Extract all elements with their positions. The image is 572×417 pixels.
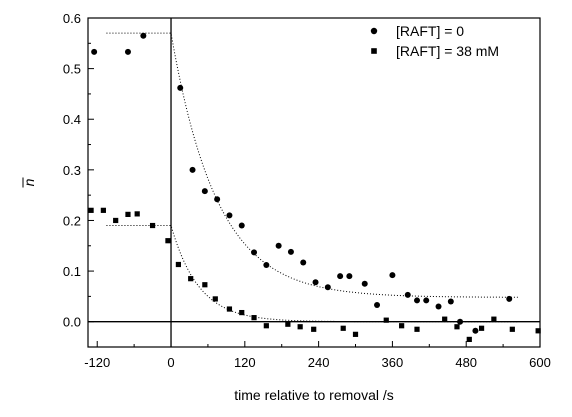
data-point-square — [100, 207, 106, 213]
y-tick-label: 0.3 — [63, 163, 81, 178]
data-point-circle — [124, 48, 131, 55]
y-tick-label: 0.0 — [63, 315, 81, 330]
data-point-square — [340, 325, 346, 331]
data-point-circle — [361, 280, 368, 287]
data-point-square — [202, 282, 208, 288]
data-point-circle — [447, 298, 454, 305]
data-point-circle — [423, 297, 430, 304]
data-point-circle — [346, 273, 353, 280]
y-tick-label: 0.1 — [63, 264, 81, 279]
data-point-circle — [263, 262, 270, 269]
data-point-circle — [251, 249, 258, 256]
data-point-circle — [506, 295, 513, 302]
data-point-square — [251, 315, 257, 321]
data-point-circle — [91, 48, 98, 55]
data-point-square — [478, 325, 485, 331]
data-point-circle — [414, 297, 421, 304]
y-tick-label: 0.5 — [63, 62, 81, 77]
data-point-square — [149, 222, 156, 229]
data-point-circle — [140, 32, 147, 39]
y-tick-label: 0.4 — [63, 112, 81, 127]
data-point-square — [509, 326, 515, 332]
data-point-square — [113, 217, 119, 224]
data-point-square — [226, 306, 233, 312]
data-point-circle — [472, 327, 479, 334]
data-point-square — [285, 321, 291, 327]
data-point-circle — [226, 212, 233, 219]
legend-marker-square — [371, 48, 377, 54]
data-point-circle — [201, 188, 208, 195]
data-point-square — [399, 323, 405, 329]
data-point-square — [414, 326, 420, 332]
series-1 — [91, 32, 513, 334]
data-point-circle — [300, 259, 307, 266]
data-point-circle — [214, 196, 221, 203]
data-point-square — [239, 309, 245, 316]
y-tick-label: 0.2 — [63, 213, 81, 228]
x-tick-label: 240 — [308, 355, 330, 370]
data-point-circle — [312, 279, 319, 286]
data-point-circle — [238, 222, 245, 229]
data-point-square — [297, 324, 303, 330]
data-point-circle — [389, 272, 396, 279]
data-point-square — [88, 207, 94, 213]
y-tick-label: 0.6 — [63, 11, 81, 26]
data-point-circle — [337, 273, 344, 280]
data-point-square — [263, 323, 269, 329]
data-point-circle — [435, 303, 442, 310]
data-point-circle — [374, 301, 381, 308]
data-point-circle — [324, 284, 331, 291]
data-point-square — [175, 261, 181, 268]
fit-curve-1 — [106, 32, 518, 298]
legend-label: [RAFT] = 38 mM — [396, 43, 499, 59]
data-point-square — [442, 316, 448, 322]
data-point-square — [165, 238, 171, 244]
data-point-square — [491, 316, 497, 322]
x-tick-label: 120 — [234, 355, 256, 370]
legend-marker-circle — [370, 27, 378, 35]
data-point-square — [212, 296, 218, 302]
data-point-circle — [287, 248, 294, 255]
data-point-square — [454, 324, 460, 330]
data-point-square — [311, 326, 317, 332]
x-tick-label: -120 — [84, 355, 110, 370]
data-point-square — [134, 211, 140, 217]
x-tick-label: 480 — [455, 355, 477, 370]
axes: -120 0 120 240 360 480 600 0.0 0.1 0.2 0.3 0.4 0.5 0.… — [21, 11, 551, 403]
x-tick-label: 0 — [167, 355, 174, 370]
data-point-square — [125, 211, 131, 217]
plot-frame — [87, 17, 541, 348]
data-point-circle — [275, 242, 282, 249]
series-2 — [88, 207, 541, 343]
x-axis-title: time relative to removal /s — [234, 387, 394, 403]
data-point-square — [383, 317, 389, 323]
x-tick-label: 360 — [382, 355, 404, 370]
data-point-circle — [189, 166, 196, 173]
data-point-circle — [177, 84, 184, 91]
legend-label: [RAFT] = 0 — [396, 23, 464, 39]
data-point-square — [466, 336, 472, 343]
data-point-square — [352, 331, 359, 337]
x-tick-label: 600 — [529, 355, 551, 370]
data-point-square — [188, 276, 194, 282]
legend: [RAFT] = 0 [RAFT] = 38 mM — [370, 23, 499, 59]
data-point-circle — [404, 291, 411, 298]
data-point-square — [535, 328, 541, 334]
y-axis-title: n — [21, 178, 37, 186]
